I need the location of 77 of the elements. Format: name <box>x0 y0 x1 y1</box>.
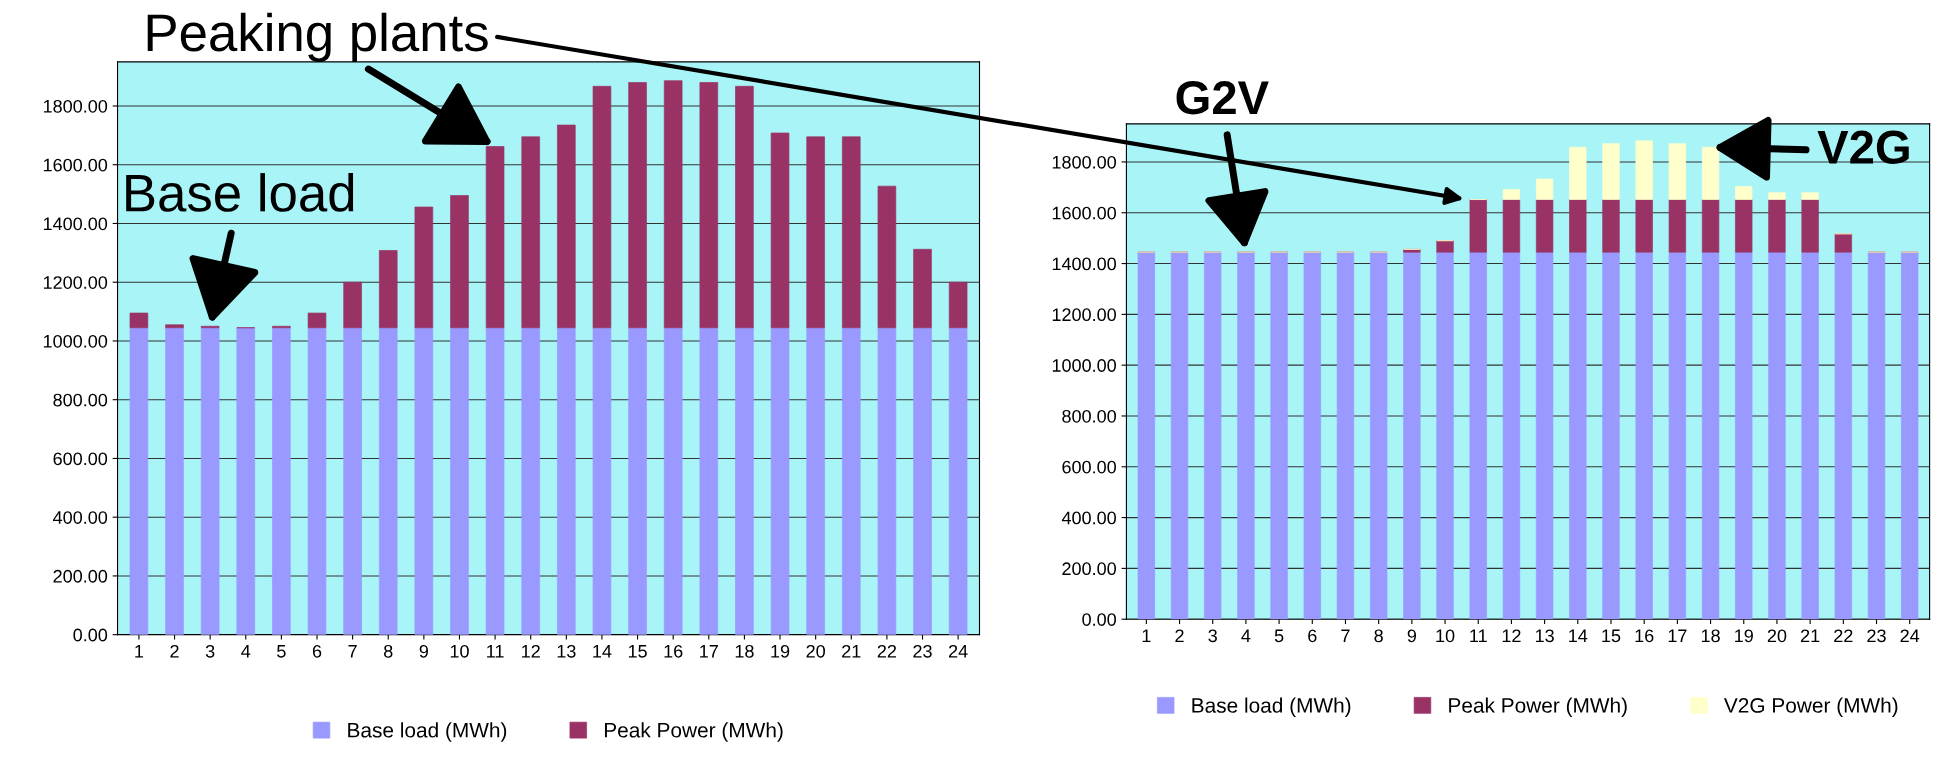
y-tick-label: 400.00 <box>1061 511 1116 525</box>
x-tick-label: 16 <box>664 644 683 658</box>
y-tick-label: 1400.00 <box>43 217 108 231</box>
annotation: G2V <box>1176 81 1269 115</box>
x-tick-label: 11 <box>487 645 504 658</box>
x-tick-label: 18 <box>1701 629 1720 643</box>
y-tick-label: 600.00 <box>1062 460 1116 474</box>
x-tick-label: 23 <box>1867 629 1886 643</box>
annotation: Peaking plants <box>147 12 488 62</box>
y-tick-label: 600.00 <box>53 452 108 466</box>
x-tick-label: 4 <box>241 645 251 658</box>
x-tick-label: 21 <box>842 644 861 658</box>
legend-label: V2G Power (MWh) <box>1723 697 1898 717</box>
y-tick-label: 0.00 <box>73 628 108 642</box>
y-tick-label: 800.00 <box>1062 409 1116 423</box>
legend-label: Base load (MWh) <box>348 722 507 742</box>
annotation: V2G <box>1817 130 1909 165</box>
x-tick-label: 3 <box>1208 629 1217 643</box>
x-tick-label: 7 <box>1341 629 1350 643</box>
x-tick-label: 5 <box>1274 629 1284 643</box>
x-tick-label: 1 <box>135 645 144 658</box>
legend-label: Peak Power (MWh) <box>604 722 783 742</box>
x-tick-label: 15 <box>1602 629 1621 643</box>
x-tick-label: 21 <box>1801 629 1820 643</box>
x-tick-label: 18 <box>735 644 754 658</box>
x-tick-label: 15 <box>628 645 647 658</box>
x-tick-label: 22 <box>877 644 897 658</box>
x-tick-label: 6 <box>1308 629 1317 643</box>
legend-label: Peak Power (MWh) <box>1449 697 1627 717</box>
x-tick-label: 5 <box>277 645 286 658</box>
y-tick-label: 1200.00 <box>43 276 108 289</box>
x-tick-label: 3 <box>205 644 215 658</box>
x-tick-label: 17 <box>1668 629 1687 643</box>
x-tick-label: 8 <box>1374 629 1383 643</box>
x-tick-label: 17 <box>700 645 718 658</box>
x-tick-label: 16 <box>1635 629 1654 643</box>
y-tick-label: 1800.00 <box>43 99 108 113</box>
y-tick-label: 1200.00 <box>1052 308 1116 322</box>
legend-label: Base load (MWh) <box>1192 697 1351 717</box>
x-tick-label: 20 <box>806 644 825 658</box>
y-tick-label: 1400.00 <box>1052 257 1116 271</box>
x-tick-label: 19 <box>1735 629 1753 643</box>
x-tick-label: 8 <box>384 644 393 658</box>
x-tick-label: 14 <box>593 645 612 658</box>
y-tick-label: 1000.00 <box>43 334 108 348</box>
x-tick-label: 9 <box>419 644 429 658</box>
y-tick-label: 800.00 <box>53 393 108 407</box>
annotation: Base load <box>126 173 354 212</box>
x-tick-label: 19 <box>771 644 790 658</box>
x-tick-label: 13 <box>1535 629 1554 643</box>
x-tick-label: 10 <box>1436 629 1455 643</box>
x-tick-label: 12 <box>1502 629 1521 643</box>
x-tick-label: 24 <box>949 644 968 658</box>
x-tick-label: 10 <box>450 644 469 658</box>
y-tick-label: 1600.00 <box>43 158 108 172</box>
x-tick-label: 2 <box>170 644 179 658</box>
x-tick-label: 11 <box>1470 629 1487 643</box>
x-tick-label: 23 <box>913 644 932 658</box>
x-tick-label: 22 <box>1834 629 1853 643</box>
x-tick-label: 7 <box>348 645 357 658</box>
x-tick-label: 24 <box>1900 629 1920 643</box>
x-tick-label: 6 <box>312 644 322 658</box>
y-tick-label: 1000.00 <box>1052 359 1116 372</box>
x-tick-label: 9 <box>1407 629 1417 643</box>
x-tick-label: 13 <box>557 644 576 658</box>
y-tick-label: 1800.00 <box>1052 155 1116 169</box>
x-tick-label: 4 <box>1241 629 1251 643</box>
x-tick-label: 2 <box>1175 629 1184 643</box>
x-tick-label: 12 <box>522 644 540 658</box>
x-tick-label: 14 <box>1569 629 1588 643</box>
y-tick-label: 200.00 <box>53 569 108 583</box>
x-tick-label: 20 <box>1767 629 1787 643</box>
x-tick-label: 1 <box>1142 629 1151 643</box>
y-tick-label: 1600.00 <box>1052 206 1116 220</box>
y-tick-label: 0.00 <box>1082 613 1116 626</box>
y-tick-label: 200.00 <box>1062 562 1116 576</box>
y-tick-label: 400.00 <box>53 511 108 524</box>
